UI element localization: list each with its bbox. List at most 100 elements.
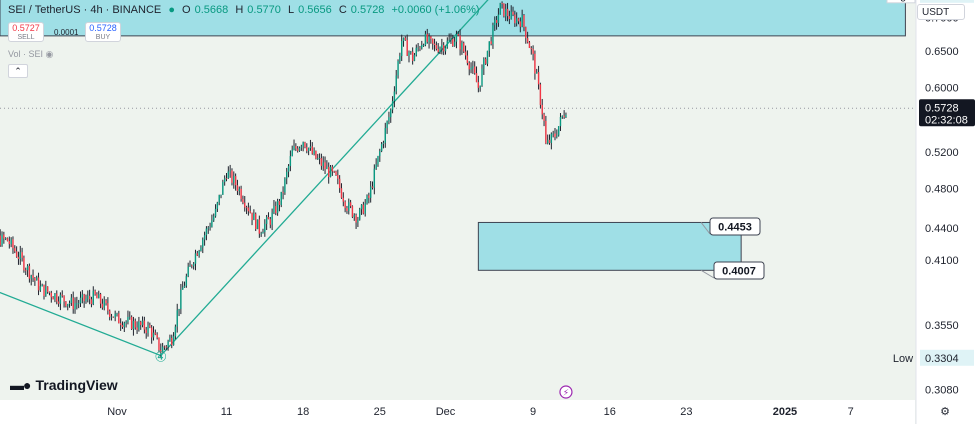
candle-body bbox=[523, 15, 525, 28]
candle-body bbox=[85, 299, 87, 302]
candle-body bbox=[63, 295, 65, 302]
candle-body bbox=[207, 227, 209, 229]
candle-body bbox=[37, 277, 40, 291]
candle-body bbox=[145, 329, 147, 334]
tradingview-logo[interactable]: ▬● TradingView bbox=[10, 377, 118, 393]
wave-line-1[interactable] bbox=[160, 0, 490, 357]
candle-body bbox=[391, 100, 394, 110]
candle-body bbox=[364, 203, 366, 214]
candle-body bbox=[472, 66, 474, 68]
candle-body bbox=[512, 11, 514, 15]
change-value: +0.0060 (+1.06%) bbox=[391, 4, 480, 16]
candle-body bbox=[119, 323, 122, 326]
candle-body bbox=[375, 164, 377, 169]
candle-body bbox=[344, 201, 346, 209]
candle-body bbox=[433, 43, 436, 46]
candle-body bbox=[382, 142, 385, 144]
candle-body bbox=[178, 308, 180, 311]
candle-body bbox=[401, 41, 403, 57]
zone-callout-box-0[interactable] bbox=[709, 217, 761, 236]
wave-label-0[interactable]: ④ bbox=[155, 350, 168, 366]
candle-body bbox=[234, 176, 237, 186]
candle-body bbox=[359, 209, 361, 220]
candle-body bbox=[483, 58, 485, 69]
candle-body bbox=[99, 294, 102, 304]
candle-body bbox=[302, 142, 304, 147]
open-value: 0.5668 bbox=[194, 4, 229, 16]
zone-callout-label-1: 0.4007 bbox=[722, 266, 756, 278]
candle-body bbox=[134, 320, 136, 328]
brand-name: TradingView bbox=[35, 377, 118, 393]
time-tick-label: 7 bbox=[848, 406, 854, 418]
sell-label: SELL bbox=[17, 34, 35, 41]
time-tick-label: 11 bbox=[221, 406, 232, 418]
candle-body bbox=[83, 294, 85, 302]
low-value: 0.5656 bbox=[298, 4, 332, 16]
candle-body bbox=[10, 239, 12, 245]
buy-button[interactable]: 0.5728 BUY bbox=[85, 22, 121, 42]
candle-body bbox=[534, 53, 536, 74]
collapse-button[interactable]: ⌃ bbox=[8, 64, 28, 78]
sell-button[interactable]: 0.5727 SELL bbox=[8, 22, 44, 42]
zone-callout-box-1[interactable] bbox=[713, 261, 765, 280]
candle-body bbox=[547, 139, 549, 144]
candle-body bbox=[426, 33, 428, 42]
candle-body bbox=[556, 135, 558, 137]
candle-body bbox=[121, 325, 124, 328]
candle-body bbox=[437, 48, 439, 52]
candle-body bbox=[287, 166, 290, 172]
candle-body bbox=[233, 176, 235, 183]
candle-body bbox=[17, 256, 20, 259]
candle-body bbox=[317, 158, 319, 160]
candle-body bbox=[468, 62, 470, 70]
time-axis[interactable] bbox=[0, 400, 915, 424]
zone-box-1[interactable] bbox=[477, 221, 742, 271]
high-label: High bbox=[890, 0, 913, 2]
symbol-title[interactable]: SEI / TetherUS · 4h · BINANCE bbox=[8, 4, 162, 16]
candle-body bbox=[548, 139, 551, 143]
candle-body bbox=[306, 147, 308, 152]
candle-body bbox=[132, 320, 135, 330]
high-value-tag bbox=[920, 0, 974, 3]
candle-body bbox=[74, 303, 76, 310]
current-price-tag[interactable] bbox=[919, 99, 975, 127]
buy-label: BUY bbox=[95, 34, 111, 41]
candle-body bbox=[256, 219, 259, 230]
candle-body bbox=[342, 197, 344, 202]
currency-selector[interactable]: USDT bbox=[917, 4, 965, 20]
market-open-dot: ● bbox=[168, 4, 175, 16]
high-label-box bbox=[886, 0, 916, 4]
wave-line-0[interactable] bbox=[0, 283, 162, 357]
candle-body bbox=[406, 39, 408, 56]
candle-body bbox=[271, 212, 273, 225]
lightning-icon[interactable] bbox=[559, 385, 573, 399]
candle-body bbox=[441, 45, 443, 48]
candle-body bbox=[183, 285, 186, 288]
candle-body bbox=[149, 325, 151, 328]
candle-body bbox=[136, 327, 138, 330]
candle-body bbox=[163, 346, 166, 348]
volume-indicator-label[interactable]: Vol · SEI ◉ bbox=[8, 49, 54, 59]
candle-body bbox=[229, 170, 231, 172]
candle-body bbox=[276, 201, 279, 214]
candle-body bbox=[506, 8, 509, 17]
candle-body bbox=[182, 287, 184, 290]
candle-body bbox=[65, 301, 67, 307]
candle-body bbox=[275, 206, 277, 214]
candle-body bbox=[481, 68, 483, 86]
candle-body bbox=[499, 3, 501, 15]
candle-body bbox=[19, 252, 21, 259]
zone-box-0[interactable] bbox=[0, 0, 906, 37]
candle-body bbox=[68, 303, 71, 305]
candle-body bbox=[6, 238, 9, 242]
candle-body bbox=[3, 234, 5, 239]
candle-body bbox=[98, 294, 100, 299]
candle-body bbox=[158, 337, 160, 351]
candle-body bbox=[300, 146, 303, 148]
gear-icon[interactable]: ⚙ bbox=[940, 406, 950, 418]
eye-icon[interactable]: ◉ bbox=[45, 49, 54, 59]
candle-body bbox=[399, 56, 401, 62]
candle-body bbox=[30, 275, 32, 279]
candle-body bbox=[515, 18, 518, 24]
